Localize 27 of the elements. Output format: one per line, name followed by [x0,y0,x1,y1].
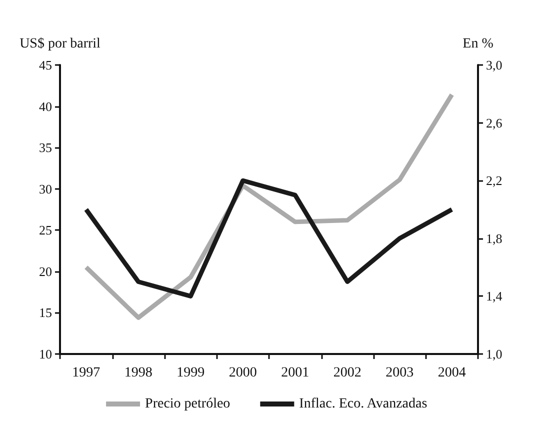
y2-tick-label: 1,8 [486,230,502,246]
y-tick-label: 10 [39,346,52,362]
y-tick-label: 30 [39,181,52,196]
legend-label: Precio petróleo [145,396,230,412]
x-tick-label: 2002 [333,366,362,380]
line-series [84,178,454,298]
y-tick-label: 40 [39,98,52,114]
x-tick-label: 1998 [124,366,152,380]
x-tick-label: 2000 [228,366,257,380]
y2-tick-label: 2,2 [486,173,502,188]
y-tick-label: 20 [39,264,52,279]
y2-tick-label: 1,4 [486,288,503,304]
y-tick-label: 15 [39,305,52,320]
x-tick-label: 2001 [281,366,310,380]
y-tick-label: 25 [39,222,52,238]
legend-label: Inflac. Eco. Avanzadas [299,396,428,412]
y-tick-label: 45 [39,58,52,72]
y2-tick-label: 2,6 [486,115,503,130]
y2-tick-label: 1,0 [486,346,502,362]
y-tick-label: 35 [39,140,52,156]
x-tick-label: 2003 [386,366,414,380]
x-tick-label: 1997 [72,366,100,380]
y-axis-title: US$ por barril [20,36,101,52]
y2-tick-label: 3,0 [486,58,502,72]
x-tick-label: 1999 [176,366,205,380]
x-tick-label: 2004 [438,366,466,380]
y2-axis-title: En % [462,36,494,52]
